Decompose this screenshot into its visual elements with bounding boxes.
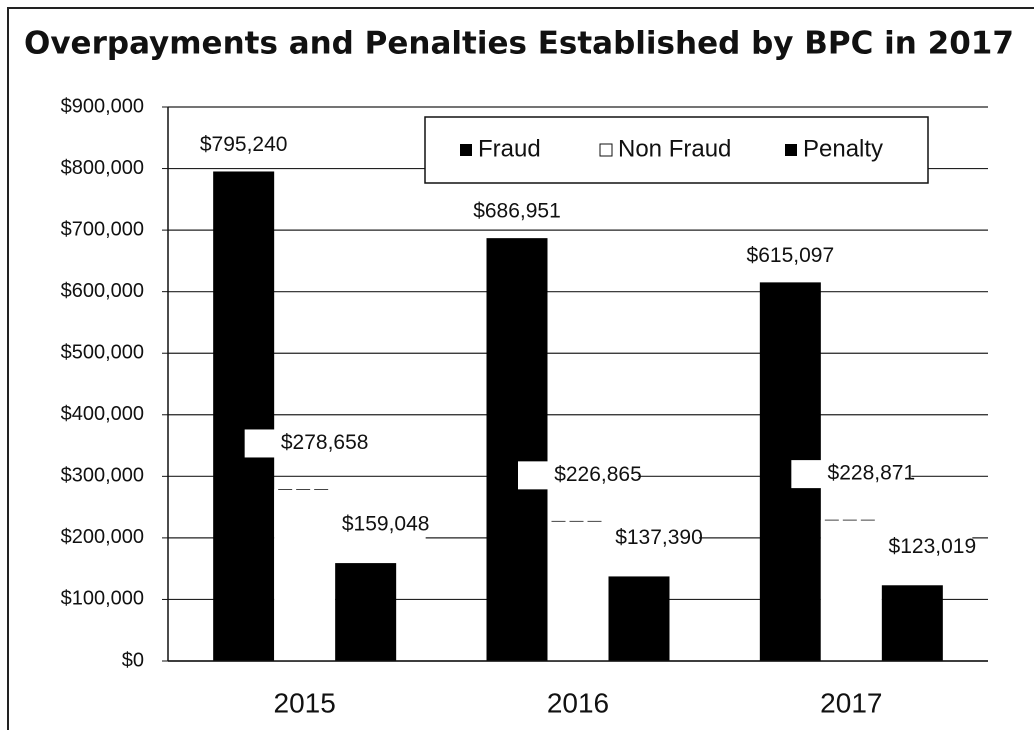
bar: [213, 171, 275, 661]
y-tick-label: $400,000: [61, 403, 144, 425]
legend-box: [424, 116, 929, 184]
bar: [335, 563, 397, 661]
legend-label: Penalty: [803, 135, 883, 162]
y-tick-label: $900,000: [61, 95, 144, 117]
value-label: $159,048: [342, 513, 430, 536]
y-tick-label: $600,000: [61, 280, 144, 302]
y-tick-label: $700,000: [61, 218, 144, 240]
bar: [608, 576, 670, 661]
legend-swatch: [785, 144, 797, 156]
y-tick-label: $500,000: [61, 342, 144, 364]
label-bg: [518, 461, 638, 490]
value-label: $228,871: [828, 462, 916, 485]
label-bg: [730, 242, 851, 271]
label-bg: [305, 511, 426, 540]
y-tick-label: $100,000: [61, 588, 144, 610]
value-label: $137,390: [615, 526, 703, 549]
y-tick-label: $800,000: [61, 157, 144, 179]
value-label: $795,240: [200, 133, 288, 156]
legend-label: Fraud: [478, 135, 541, 162]
value-label: $226,865: [554, 463, 642, 486]
legend-swatch: [460, 144, 472, 156]
label-bg: [183, 131, 304, 160]
label-bg: [852, 533, 973, 562]
value-label: $615,097: [747, 244, 835, 267]
x-tick-label: 2017: [820, 687, 882, 718]
x-tick-label: 2016: [547, 687, 609, 718]
label-bg: [791, 460, 912, 489]
bar: [881, 585, 943, 661]
value-label: $686,951: [473, 200, 561, 223]
label-bg: [457, 198, 577, 227]
legend-swatch: [599, 143, 613, 157]
frame: [7, 7, 1034, 730]
y-tick-label: $200,000: [61, 526, 144, 548]
label-bg: [244, 429, 365, 458]
bar: [486, 238, 548, 661]
y-tick-label: $300,000: [61, 465, 144, 487]
chart-title: Overpayments and Penalties Established b…: [24, 26, 1014, 62]
label-bg: [579, 524, 699, 553]
legend-label: Non Fraud: [618, 135, 731, 162]
x-tick-label: 2015: [274, 687, 336, 718]
value-label: $278,658: [281, 431, 369, 454]
value-label: $123,019: [889, 535, 977, 558]
y-tick-label: $0: [122, 649, 144, 671]
